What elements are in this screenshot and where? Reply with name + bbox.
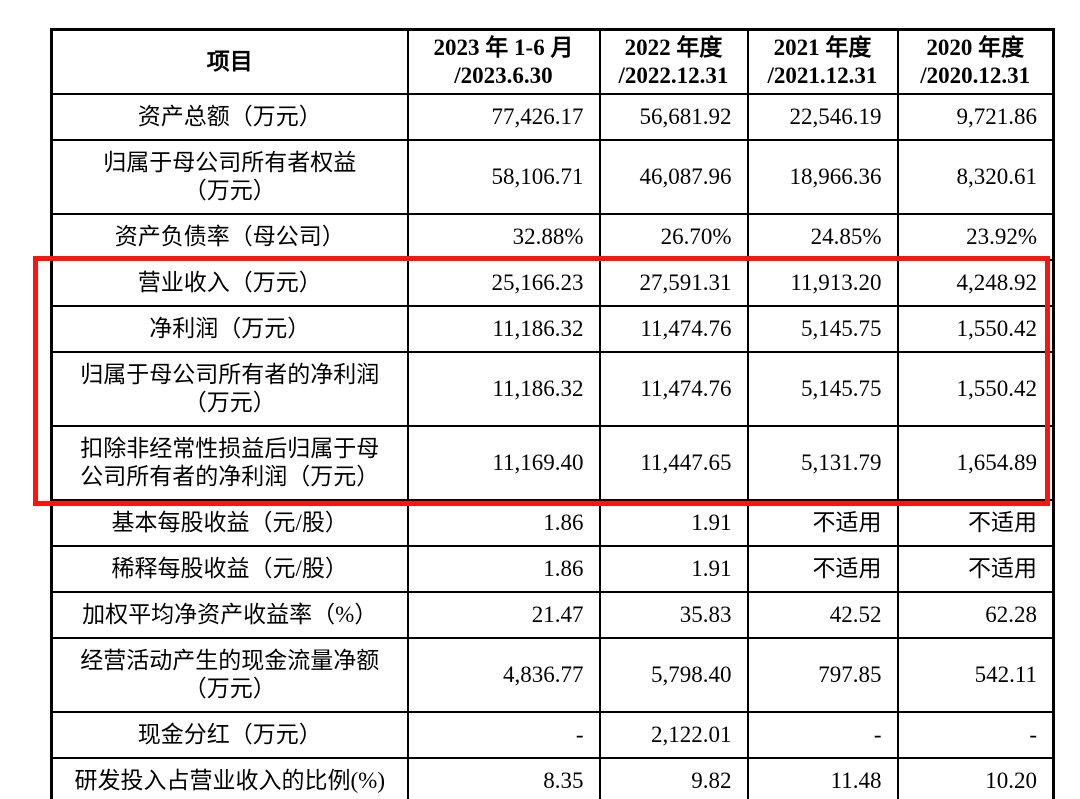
row-label: 研发投入占营业收入的比例(%) xyxy=(50,757,409,799)
table-row: 现金分红（万元） -2,122.01- - xyxy=(50,711,1055,759)
cell-value: 1.86 xyxy=(406,545,601,593)
header-cell-period-3: 2020 年度 /2020.12.31 xyxy=(896,28,1055,95)
cell-value: 5,145.75 xyxy=(746,351,899,427)
financial-summary-table: 项目 2023 年 1-6 月 /2023.6.30 2022 年度 /2022.… xyxy=(50,28,1055,799)
cell-value: 56,681.92 xyxy=(598,93,749,141)
cell-value: 11,474.76 xyxy=(598,351,749,427)
cell-value: 9.82 xyxy=(598,757,749,799)
cell-value: 42.52 xyxy=(746,591,899,639)
cell-value: 1,550.42 xyxy=(896,305,1055,353)
cell-value: 1.91 xyxy=(598,545,749,593)
cell-value: 27,591.31 xyxy=(598,259,749,307)
cell-value: 1,550.42 xyxy=(896,351,1055,427)
cell-value: 11,913.20 xyxy=(746,259,899,307)
cell-value: 2,122.01 xyxy=(598,711,749,759)
cell-value: 22,546.19 xyxy=(746,93,899,141)
cell-value: 25,166.23 xyxy=(406,259,601,307)
table-row: 扣除非经常性损益后归属于母 公司所有者的净利润（万元） 11,169.40 11,4… xyxy=(50,425,1055,501)
row-label: 资产总额（万元） xyxy=(50,93,409,141)
row-label: 归属于母公司所有者的净利润 （万元） xyxy=(50,351,409,427)
table-row: 营业收入（万元） 25,166.23 27,591.31 11,913.20 4,248… xyxy=(50,259,1055,307)
cell-value: - xyxy=(406,711,601,759)
cell-value: 4,836.77 xyxy=(406,637,601,713)
cell-value: 21.47 xyxy=(406,591,601,639)
cell-value: 5,798.40 xyxy=(598,637,749,713)
cell-value: 46,087.96 xyxy=(598,139,749,215)
cell-value: 不适用 xyxy=(746,545,899,593)
cell-value: 11.48 xyxy=(746,757,899,799)
cell-value: 797.85 xyxy=(746,637,899,713)
header-cell-period-1: 2022 年度 /2022.12.31 xyxy=(598,28,749,95)
cell-value: 4,248.92 xyxy=(896,259,1055,307)
cell-value: 26.70% xyxy=(598,213,749,261)
row-label: 基本每股收益（元/股） xyxy=(50,499,409,547)
cell-value: 1,654.89 xyxy=(896,425,1055,501)
cell-value: 18,966.36 xyxy=(746,139,899,215)
row-label: 营业收入（万元） xyxy=(50,259,409,307)
header-row: 项目 2023 年 1-6 月 /2023.6.30 2022 年度 /2022.… xyxy=(50,28,1055,95)
table-row: 研发投入占营业收入的比例(%) 8.35 9.82 11.48 10.20 xyxy=(50,757,1055,799)
cell-value: 32.88% xyxy=(406,213,601,261)
table-row: 归属于母公司所有者权益 （万元） 58,106.71 46,087.96 18,966… xyxy=(50,139,1055,215)
table-row: 稀释每股收益（元/股） 1.86 1.91 不适用 不适用 xyxy=(50,545,1055,593)
header-cell-item: 项目 xyxy=(50,28,409,95)
cell-value: 不适用 xyxy=(746,499,899,547)
cell-value: 24.85% xyxy=(746,213,899,261)
cell-value: 11,447.65 xyxy=(598,425,749,501)
cell-value: 58,106.71 xyxy=(406,139,601,215)
cell-value: 1.86 xyxy=(406,499,601,547)
header-cell-period-0: 2023 年 1-6 月 /2023.6.30 xyxy=(406,28,601,95)
cell-value: 8.35 xyxy=(406,757,601,799)
cell-value: 11,186.32 xyxy=(406,351,601,427)
table-row: 基本每股收益（元/股） 1.86 1.91 不适用 不适用 xyxy=(50,499,1055,547)
cell-value: 77,426.17 xyxy=(406,93,601,141)
cell-value: 542.11 xyxy=(896,637,1055,713)
cell-value: 1.91 xyxy=(598,499,749,547)
cell-value: 35.83 xyxy=(598,591,749,639)
financial-summary-table-wrap: 项目 2023 年 1-6 月 /2023.6.30 2022 年度 /2022.… xyxy=(33,28,1055,799)
row-label: 加权平均净资产收益率（%） xyxy=(50,591,409,639)
table-row: 资产总额（万元） 77,426.17 56,681.92 22,546.19 9,721… xyxy=(50,93,1055,141)
cell-value: 11,186.32 xyxy=(406,305,601,353)
row-label: 净利润（万元） xyxy=(50,305,409,353)
cell-value: - xyxy=(896,711,1055,759)
header-cell-period-2: 2021 年度 /2021.12.31 xyxy=(746,28,899,95)
table-row: 经营活动产生的现金流量净额 （万元） 4,836.77 5,798.40 797.85… xyxy=(50,637,1055,713)
table-row: 资产负债率（母公司） 32.88% 26.70% 24.85% 23.92% xyxy=(50,213,1055,261)
table-row: 归属于母公司所有者的净利润 （万元） 11,186.32 11,474.76 5,14… xyxy=(50,351,1055,427)
cell-value: 11,169.40 xyxy=(406,425,601,501)
cell-value: 不适用 xyxy=(896,545,1055,593)
row-label: 经营活动产生的现金流量净额 （万元） xyxy=(50,637,409,713)
cell-value: 8,320.61 xyxy=(896,139,1055,215)
row-label: 归属于母公司所有者权益 （万元） xyxy=(50,139,409,215)
cell-value: 5,145.75 xyxy=(746,305,899,353)
row-label: 扣除非经常性损益后归属于母 公司所有者的净利润（万元） xyxy=(50,425,409,501)
cell-value: 62.28 xyxy=(896,591,1055,639)
row-label: 现金分红（万元） xyxy=(50,711,409,759)
table-row: 加权平均净资产收益率（%） 21.47 35.83 42.52 62.28 xyxy=(50,591,1055,639)
row-label: 资产负债率（母公司） xyxy=(50,213,409,261)
cell-value: - xyxy=(746,711,899,759)
cell-value: 11,474.76 xyxy=(598,305,749,353)
cell-value: 23.92% xyxy=(896,213,1055,261)
table-row: 净利润（万元） 11,186.32 11,474.76 5,145.75 1,550.4… xyxy=(50,305,1055,353)
cell-value: 不适用 xyxy=(896,499,1055,547)
cell-value: 10.20 xyxy=(896,757,1055,799)
row-label: 稀释每股收益（元/股） xyxy=(50,545,409,593)
cell-value: 5,131.79 xyxy=(746,425,899,501)
cell-value: 9,721.86 xyxy=(896,93,1055,141)
